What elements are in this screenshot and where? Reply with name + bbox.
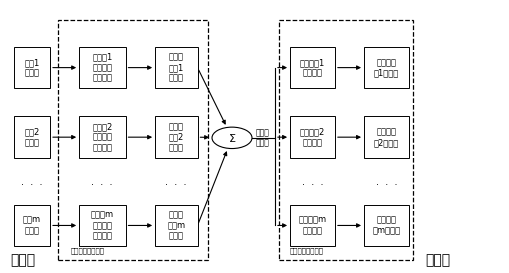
FancyBboxPatch shape (14, 117, 50, 158)
FancyBboxPatch shape (79, 205, 125, 246)
FancyBboxPatch shape (290, 205, 334, 246)
FancyBboxPatch shape (290, 117, 334, 158)
Text: ·  ·  ·: · · · (375, 180, 397, 190)
Text: 模式码片关联解码: 模式码片关联解码 (290, 248, 323, 254)
FancyBboxPatch shape (14, 205, 50, 246)
Text: 根据码本1
关联判决: 根据码本1 关联判决 (299, 58, 324, 77)
Text: ·  ·  ·: · · · (91, 180, 112, 190)
Text: $\Sigma$: $\Sigma$ (228, 132, 236, 144)
Text: 发射端: 发射端 (10, 254, 35, 268)
Text: 调制到
模式1
上发送: 调制到 模式1 上发送 (168, 53, 184, 82)
FancyBboxPatch shape (155, 117, 197, 158)
Text: 从码本m
中对应映
射出码字: 从码本m 中对应映 射出码字 (91, 210, 114, 240)
FancyBboxPatch shape (14, 47, 50, 88)
Text: 正交模
式链路: 正交模 式链路 (256, 128, 269, 147)
Circle shape (212, 127, 251, 149)
FancyBboxPatch shape (79, 117, 125, 158)
Text: 调制到
模式2
上发送: 调制到 模式2 上发送 (168, 122, 184, 152)
Text: 模式2
比特流: 模式2 比特流 (24, 127, 40, 147)
Text: 还原出模
式2比特流: 还原出模 式2比特流 (373, 127, 398, 147)
Text: ·  ·  ·: · · · (301, 180, 323, 190)
Text: ·  ·  ·: · · · (165, 180, 186, 190)
FancyBboxPatch shape (290, 47, 334, 88)
FancyBboxPatch shape (363, 117, 408, 158)
FancyBboxPatch shape (79, 47, 125, 88)
Text: 接收端: 接收端 (424, 254, 449, 268)
Text: 从码本2
中对应映
射出码字: 从码本2 中对应映 射出码字 (92, 122, 112, 152)
FancyBboxPatch shape (155, 47, 197, 88)
Text: 根据码本2
关联判决: 根据码本2 关联判决 (299, 127, 324, 147)
Text: 还原出模
式1比特流: 还原出模 式1比特流 (373, 58, 398, 77)
Text: 从码本1
中对应映
射出码字: 从码本1 中对应映 射出码字 (92, 53, 112, 82)
FancyBboxPatch shape (155, 205, 197, 246)
Text: 模式码片关联编码: 模式码片关联编码 (71, 248, 105, 254)
FancyBboxPatch shape (363, 47, 408, 88)
FancyBboxPatch shape (363, 205, 408, 246)
Text: 模式1
比特流: 模式1 比特流 (24, 58, 40, 77)
Text: 调制到
模式m
上发送: 调制到 模式m 上发送 (167, 210, 185, 240)
Text: 模式m
比特流: 模式m 比特流 (23, 216, 41, 235)
Text: 根据码本m
关联判决: 根据码本m 关联判决 (298, 216, 326, 235)
Text: 还原出模
式m比特流: 还原出模 式m比特流 (372, 216, 400, 235)
Text: ·  ·  ·: · · · (21, 180, 43, 190)
